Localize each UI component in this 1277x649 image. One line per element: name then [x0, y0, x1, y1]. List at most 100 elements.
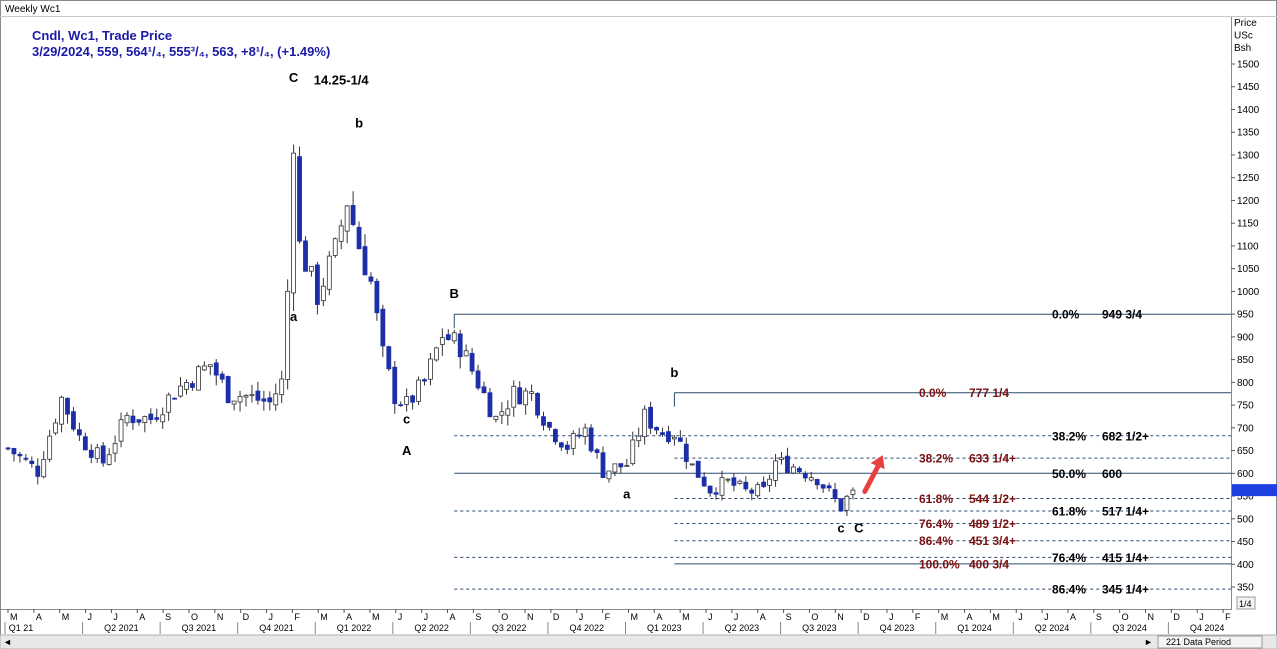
scroll-right-button[interactable]: ►: [1144, 637, 1153, 647]
candle-down: [487, 392, 493, 418]
x-month-label: J: [1199, 612, 1204, 622]
candle-down: [576, 434, 582, 437]
x-month-label: J: [88, 612, 93, 622]
candle-down: [666, 431, 671, 443]
candle-down: [594, 449, 600, 453]
candle-down: [600, 452, 606, 478]
candle-up: [124, 414, 130, 424]
candle-down: [838, 498, 844, 512]
wave-label: a: [290, 309, 298, 324]
fib-level-price: 949 3/4: [1102, 308, 1142, 322]
candle-down: [517, 387, 523, 405]
y-tick-label: 600: [1237, 469, 1254, 480]
candle-down: [172, 397, 178, 400]
candle-up: [767, 478, 772, 486]
fib-level-pct: 0.0%: [919, 386, 947, 400]
candle-up: [195, 366, 201, 391]
x-month-label: M: [10, 612, 18, 622]
x-quarter-label: Q4 2024: [1190, 623, 1225, 633]
y-tick-label: 1450: [1237, 82, 1260, 93]
fib-layer: 0.0% 949 3/4 38.2% 682 1/2+ 50.0% 600 61.8% 517…: [453, 308, 1231, 597]
candle-up: [416, 379, 421, 402]
candle-up: [344, 205, 350, 232]
wave-label: b: [670, 365, 678, 380]
candle-up: [737, 480, 743, 484]
legend-values: 3/29/2024, 559, 564¹/₄, 555³/₄, 563, +8¹…: [32, 44, 330, 59]
candle-down: [303, 240, 308, 272]
x-month-label: F: [605, 612, 611, 622]
candle-up: [273, 393, 279, 406]
candle-up: [41, 459, 47, 478]
candle-down: [356, 226, 362, 250]
x-quarter-label: Q3 2021: [182, 623, 217, 633]
candle-down: [683, 443, 689, 462]
candle-up: [606, 470, 612, 480]
x-month-label: O: [501, 612, 508, 622]
x-month-label: O: [191, 612, 198, 622]
candle-down: [374, 280, 380, 314]
y-tick-label: 700: [1237, 423, 1254, 434]
candle-up: [237, 396, 243, 403]
x-month-label: J: [424, 612, 429, 622]
candle-up: [160, 414, 166, 423]
candle-up: [511, 385, 517, 408]
candle-up: [279, 378, 285, 396]
data-period-label: 221 Data Period: [1166, 637, 1231, 647]
x-month-label: D: [863, 612, 870, 622]
x-month-label: A: [967, 612, 973, 622]
candle-down: [17, 453, 23, 457]
fib-level-price: 415 1/4+: [1102, 551, 1149, 565]
candle-down: [564, 444, 570, 450]
candle-up: [112, 443, 118, 454]
data-period-box: [1157, 635, 1263, 649]
candle-down: [796, 467, 802, 473]
x-quarter-label: Q3 2024: [1112, 623, 1147, 633]
candle-down: [743, 481, 749, 490]
candle-down: [832, 489, 838, 500]
candle-up: [106, 454, 112, 465]
candle-up: [636, 435, 642, 442]
candle-up: [582, 427, 588, 437]
y-tick-label: 1350: [1237, 128, 1260, 139]
fib-level-pct: 61.8%: [1052, 504, 1086, 518]
candle-down: [588, 427, 594, 452]
candle-down: [618, 463, 624, 468]
x-quarter-label: Q2 2022: [414, 623, 449, 633]
x-quarter-label: Q1 2023: [647, 623, 682, 633]
candle-up: [725, 478, 731, 481]
wave-label: B: [450, 286, 459, 301]
fib-level-pct: 100.0%: [919, 557, 960, 571]
candle-down: [297, 156, 302, 242]
candle-down: [11, 448, 17, 455]
candle-down: [535, 393, 540, 416]
wave-label: c: [403, 411, 410, 426]
candle-up: [94, 447, 100, 459]
candle-down: [558, 442, 564, 448]
candle-down: [362, 246, 368, 276]
candle-up: [612, 463, 618, 473]
page-indicator-box[interactable]: [1236, 596, 1256, 610]
candle-up: [844, 495, 850, 511]
candle-down: [82, 436, 88, 451]
candle-up: [493, 415, 499, 420]
scroll-left-button[interactable]: ◄: [3, 637, 12, 647]
x-month-label: N: [527, 612, 534, 622]
candle-up: [243, 395, 249, 398]
wave-label: b: [355, 116, 363, 131]
candle-down: [154, 417, 160, 420]
x-month-label: J: [579, 612, 584, 622]
x-quarter-label: Q1 2024: [957, 623, 992, 633]
fib-level-pct: 86.4%: [919, 534, 953, 548]
candle-down: [410, 395, 416, 403]
candle-down: [35, 465, 41, 477]
candle-down: [368, 276, 374, 282]
x-quarter-label: Q1 21: [9, 623, 34, 633]
page-indicator[interactable]: 1/4: [1239, 599, 1252, 609]
y-tick-label: 950: [1237, 310, 1254, 321]
candle-up: [166, 394, 172, 413]
candle-down: [731, 477, 737, 486]
candle-up: [689, 463, 695, 466]
bottom-scrollbar[interactable]: [0, 634, 1277, 649]
